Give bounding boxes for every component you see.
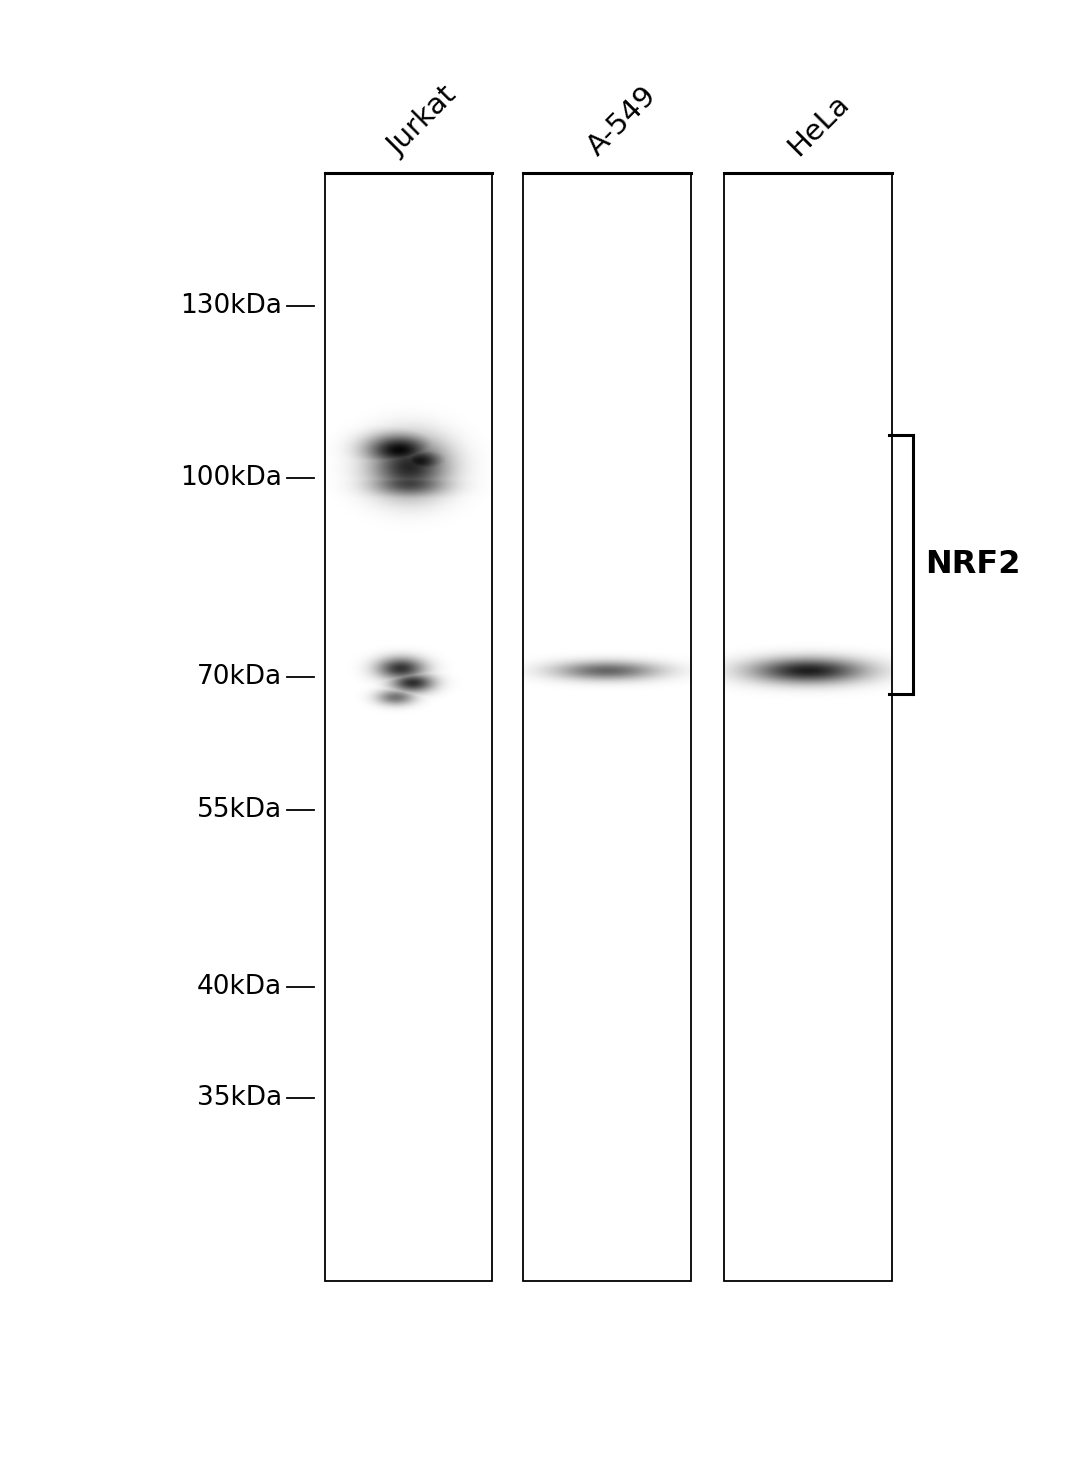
Text: 40kDa: 40kDa bbox=[197, 975, 282, 1000]
Bar bbox=[523, 173, 691, 1281]
Text: HeLa: HeLa bbox=[783, 89, 854, 161]
Text: 130kDa: 130kDa bbox=[180, 293, 282, 319]
Text: A-549: A-549 bbox=[582, 81, 662, 161]
Text: 70kDa: 70kDa bbox=[197, 665, 282, 690]
Text: 100kDa: 100kDa bbox=[180, 464, 282, 490]
Bar bbox=[324, 173, 492, 1281]
Bar bbox=[324, 173, 492, 1281]
Bar bbox=[724, 173, 892, 1281]
Text: 35kDa: 35kDa bbox=[197, 1085, 282, 1111]
Bar bbox=[724, 173, 892, 1281]
Bar bbox=[523, 173, 691, 1281]
Text: 55kDa: 55kDa bbox=[197, 796, 282, 823]
Text: NRF2: NRF2 bbox=[926, 549, 1021, 580]
Text: Jurkat: Jurkat bbox=[383, 81, 463, 161]
